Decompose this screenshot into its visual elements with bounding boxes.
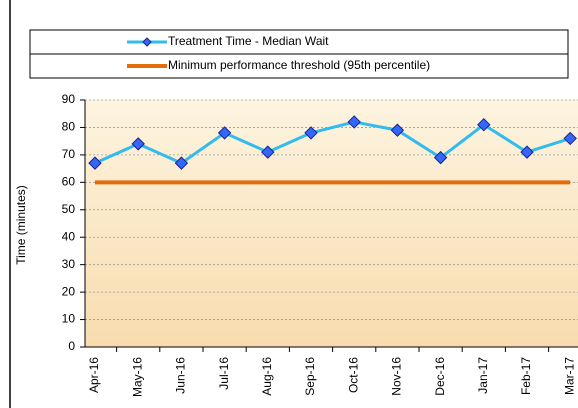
y-tick-label: 0 (68, 339, 75, 353)
x-tick-label: Dec-16 (433, 357, 447, 396)
y-tick-label: 80 (62, 120, 76, 134)
x-tick-label: Sep-16 (303, 357, 317, 396)
x-tick-label: Jun-16 (174, 357, 188, 394)
x-tick-label: May-16 (130, 357, 144, 397)
y-tick-label: 60 (62, 175, 76, 189)
y-tick-label: 90 (62, 92, 76, 106)
x-tick-label: Apr-16 (87, 357, 101, 393)
x-tick-label: Jul-16 (217, 357, 231, 390)
y-tick-label: 50 (62, 202, 76, 216)
data-point (433, 150, 448, 165)
data-point (174, 156, 189, 170)
data-point (347, 115, 361, 129)
x-tick-label: Jan-17 (476, 357, 490, 394)
data-point (261, 145, 275, 159)
x-tick-label: Nov-16 (390, 357, 404, 396)
y-tick-label: 70 (62, 147, 76, 161)
series-line (94, 120, 571, 165)
data-point (390, 123, 405, 137)
data-point (520, 145, 534, 159)
y-axis-label: Time (minutes) (14, 185, 28, 265)
data-point (217, 126, 232, 140)
data-point (88, 156, 102, 170)
x-tick-label: Aug-16 (260, 357, 274, 396)
x-tick-label: Oct-16 (346, 357, 360, 393)
legend-marker (142, 37, 152, 47)
plot-area (85, 100, 578, 347)
legend-label: Minimum performance threshold (95th perc… (168, 58, 430, 72)
y-tick-label: 30 (62, 257, 76, 271)
data-point (563, 131, 577, 146)
data-point (304, 126, 318, 140)
data-point (477, 117, 491, 132)
x-tick-label: Feb-17 (519, 357, 533, 395)
y-tick-label: 20 (62, 284, 76, 298)
y-tick-label: 40 (62, 229, 76, 243)
x-tick-label: Mar-17 (562, 357, 576, 395)
y-tick-label: 10 (62, 312, 76, 326)
data-point (131, 137, 145, 151)
legend-label: Treatment Time - Median Wait (168, 34, 329, 48)
